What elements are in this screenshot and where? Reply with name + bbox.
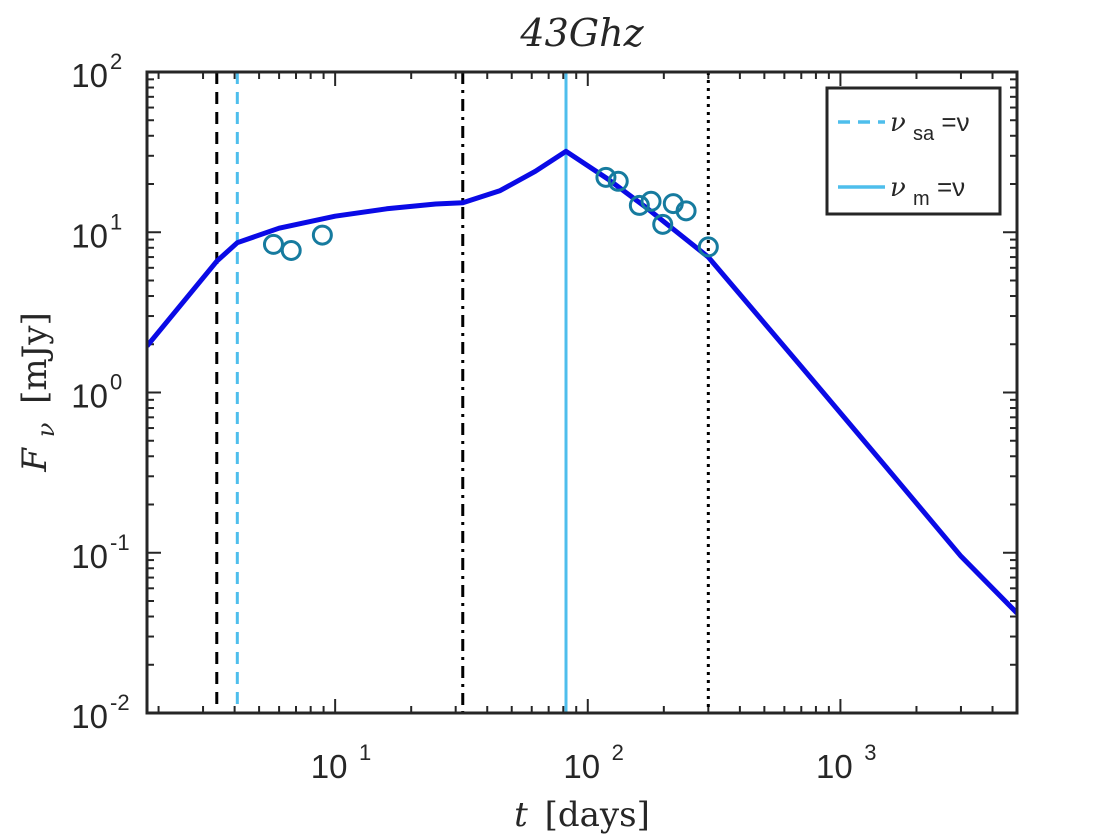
y-tick-label: 10	[71, 217, 108, 254]
y-tick-exponent: 0	[110, 370, 122, 395]
model-curve	[147, 148, 1017, 615]
y-tick-exponent: 1	[110, 209, 122, 234]
data-series	[147, 148, 1017, 615]
y-tick-exponent: -1	[110, 530, 130, 555]
y-axis-label: F ν [mJy]	[15, 312, 63, 472]
data-point	[595, 166, 617, 188]
data-point	[607, 170, 629, 192]
plot-frame	[145, 70, 1019, 715]
x-tick-exponent: 2	[612, 740, 624, 765]
data-point	[262, 233, 284, 255]
x-tick-exponent: 1	[359, 740, 371, 765]
legend: ν sa =ν ν m =ν	[825, 86, 1002, 216]
x-tick-exponent: 3	[864, 740, 876, 765]
y-tick-exponent: 2	[110, 49, 122, 74]
legend-box	[825, 86, 1002, 216]
legend-entry-nu-sa: ν sa =ν	[838, 107, 970, 146]
legend-label-nu-sa: ν sa =ν	[890, 107, 970, 146]
x-tick-label: 10	[311, 748, 348, 785]
x-axis-label: t [days]	[514, 795, 650, 835]
data-point	[628, 194, 650, 216]
y-tick-label: 10	[71, 378, 108, 415]
data-point	[697, 236, 719, 258]
data-point	[311, 224, 333, 246]
y-tick-exponent: -2	[110, 690, 130, 715]
data-point	[640, 190, 662, 212]
legend-label-nu-m: ν m =ν	[890, 172, 965, 211]
y-tick-label: 10	[71, 538, 108, 575]
y-tick-label: 10	[71, 57, 108, 94]
x-tick-label: 10	[563, 748, 600, 785]
x-tick-label: 10	[816, 748, 853, 785]
chart-title: 43Ghz	[519, 11, 644, 55]
reference-lines	[215, 72, 710, 713]
legend-entry-nu-m: ν m =ν	[838, 172, 965, 211]
y-tick-label: 10	[71, 698, 108, 735]
data-point	[675, 200, 697, 222]
data-point	[280, 239, 302, 261]
data-point	[652, 213, 674, 235]
